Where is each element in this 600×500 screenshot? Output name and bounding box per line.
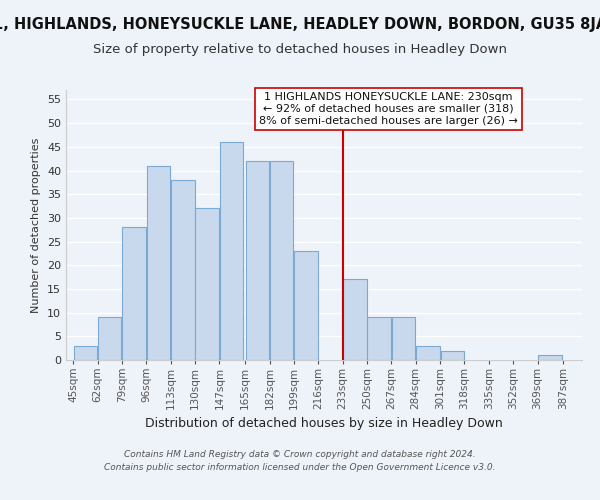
Bar: [367, 318, 391, 360]
Bar: [392, 318, 415, 360]
Y-axis label: Number of detached properties: Number of detached properties: [31, 138, 41, 312]
Bar: [245, 161, 269, 360]
Bar: [196, 208, 219, 360]
Bar: [171, 180, 194, 360]
Text: 1 HIGHLANDS HONEYSUCKLE LANE: 230sqm
← 92% of detached houses are smaller (318)
: 1 HIGHLANDS HONEYSUCKLE LANE: 230sqm ← 9…: [259, 92, 518, 126]
Bar: [122, 228, 146, 360]
Text: Contains HM Land Registry data © Crown copyright and database right 2024.
Contai: Contains HM Land Registry data © Crown c…: [104, 450, 496, 472]
Bar: [416, 346, 440, 360]
Bar: [270, 161, 293, 360]
Bar: [98, 318, 121, 360]
Bar: [440, 350, 464, 360]
Bar: [74, 346, 97, 360]
Bar: [538, 356, 562, 360]
Text: 1, HIGHLANDS, HONEYSUCKLE LANE, HEADLEY DOWN, BORDON, GU35 8JA: 1, HIGHLANDS, HONEYSUCKLE LANE, HEADLEY …: [0, 18, 600, 32]
Bar: [343, 280, 367, 360]
Text: Size of property relative to detached houses in Headley Down: Size of property relative to detached ho…: [93, 42, 507, 56]
Bar: [295, 251, 318, 360]
Bar: [146, 166, 170, 360]
X-axis label: Distribution of detached houses by size in Headley Down: Distribution of detached houses by size …: [145, 418, 503, 430]
Bar: [220, 142, 244, 360]
